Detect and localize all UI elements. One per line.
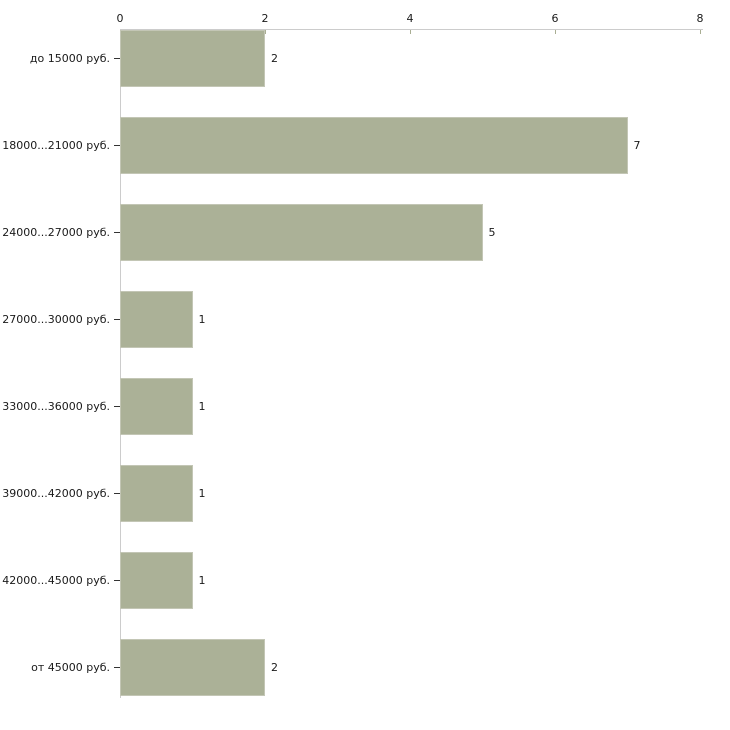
x-tick-label: 2 bbox=[261, 12, 269, 25]
x-tick-mark bbox=[265, 30, 266, 34]
category-label: от 45000 руб. bbox=[31, 661, 110, 674]
y-tick-mark bbox=[114, 145, 120, 146]
bar-row: от 45000 руб. 2 bbox=[0, 639, 730, 696]
bar bbox=[120, 204, 483, 261]
x-tick-mark bbox=[555, 30, 556, 34]
y-tick-mark bbox=[114, 667, 120, 668]
y-tick-mark bbox=[114, 580, 120, 581]
x-tick-label: 6 bbox=[551, 12, 559, 25]
value-label: 7 bbox=[633, 139, 641, 152]
category-label: 27000...30000 руб. bbox=[2, 313, 110, 326]
y-axis-line bbox=[120, 29, 121, 698]
bar bbox=[120, 117, 628, 174]
x-tick-label: 4 bbox=[406, 12, 414, 25]
category-label: 24000...27000 руб. bbox=[2, 226, 110, 239]
bar-row: до 15000 руб. 2 bbox=[0, 30, 730, 87]
x-tick-label: 8 bbox=[696, 12, 704, 25]
bar-row: 39000...42000 руб. 1 bbox=[0, 465, 730, 522]
category-label: 33000...36000 руб. bbox=[2, 400, 110, 413]
value-label: 2 bbox=[271, 661, 278, 674]
category-label: 39000...42000 руб. bbox=[2, 487, 110, 500]
bar bbox=[120, 378, 193, 435]
value-label: 5 bbox=[488, 226, 496, 239]
value-label: 1 bbox=[198, 487, 206, 500]
x-axis-line bbox=[120, 29, 703, 30]
y-tick-mark bbox=[114, 319, 120, 320]
y-tick-mark bbox=[114, 58, 120, 59]
bar bbox=[120, 465, 193, 522]
value-label: 1 bbox=[198, 574, 206, 587]
y-tick-mark bbox=[114, 406, 120, 407]
value-label: 2 bbox=[271, 52, 278, 65]
bar-row: 18000...21000 руб. 7 bbox=[0, 117, 730, 174]
x-tick-mark bbox=[410, 30, 411, 34]
bar bbox=[120, 30, 265, 87]
value-label: 1 bbox=[198, 400, 206, 413]
bar bbox=[120, 291, 193, 348]
x-tick-mark bbox=[700, 30, 701, 34]
bar-row: 42000...45000 руб. 1 bbox=[0, 552, 730, 609]
bar bbox=[120, 639, 265, 696]
bar bbox=[120, 552, 193, 609]
category-label: до 15000 руб. bbox=[29, 52, 110, 65]
x-tick-label: 0 bbox=[116, 12, 124, 25]
category-label: 42000...45000 руб. bbox=[2, 574, 110, 587]
value-label: 1 bbox=[198, 313, 206, 326]
category-label: 18000...21000 руб. bbox=[2, 139, 110, 152]
y-tick-mark bbox=[114, 232, 120, 233]
y-tick-mark bbox=[114, 493, 120, 494]
bar-row: 27000...30000 руб. 1 bbox=[0, 291, 730, 348]
bar-row: 33000...36000 руб. 1 bbox=[0, 378, 730, 435]
bar-row: 24000...27000 руб. 5 bbox=[0, 204, 730, 261]
